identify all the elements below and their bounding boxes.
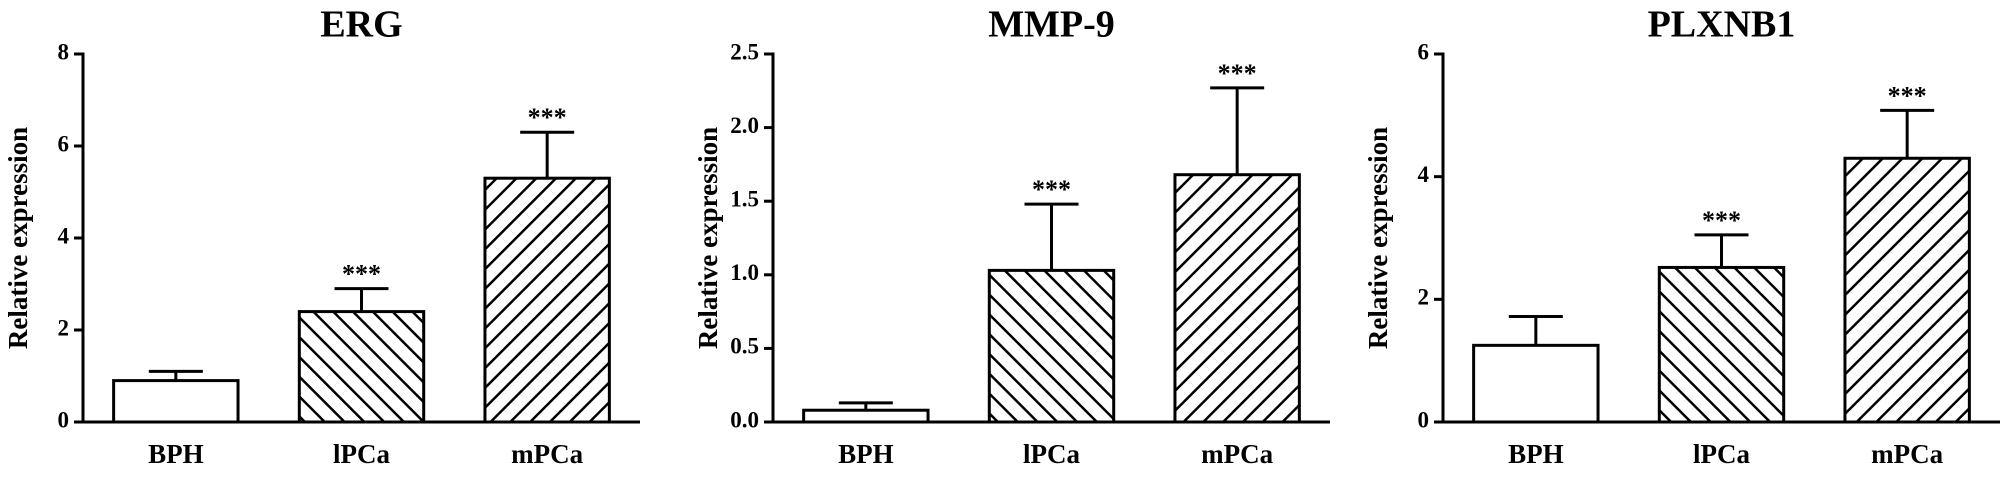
- bar: [1472, 343, 1600, 424]
- y-tick-label: 6: [58, 131, 70, 156]
- y-tick-label: 1.5: [730, 186, 759, 211]
- bar: [112, 379, 240, 424]
- chart-title: ERG: [320, 4, 402, 46]
- x-tick-label: mPCa: [511, 439, 583, 469]
- y-tick-label: 2.0: [730, 113, 759, 138]
- y-axis-label: Relative expression: [3, 127, 33, 349]
- chart-title: MMP-9: [988, 4, 1115, 46]
- y-tick-label: 6: [1418, 39, 1430, 64]
- bar: [802, 408, 930, 424]
- bar: [987, 268, 1116, 424]
- x-tick-label: lPCa: [333, 439, 390, 469]
- bar: [483, 176, 611, 424]
- bar: [1843, 156, 1971, 424]
- significance-label: ***: [1032, 175, 1071, 204]
- significance-label: ***: [1218, 59, 1257, 88]
- significance-label: ***: [1888, 81, 1927, 110]
- y-tick-label: 4: [58, 223, 70, 248]
- x-tick-label: lPCa: [1023, 439, 1080, 469]
- x-tick-label: BPH: [1508, 439, 1564, 469]
- x-tick-label: BPH: [148, 439, 204, 469]
- y-tick-label: 0.5: [730, 334, 759, 359]
- y-tick-label: 0: [58, 407, 70, 432]
- y-axis-label: Relative expression: [693, 127, 723, 349]
- bar: [1173, 173, 1301, 424]
- bar: [1657, 265, 1786, 424]
- x-tick-label: mPCa: [1201, 439, 1273, 469]
- y-tick-label: 2.5: [730, 39, 759, 64]
- significance-label: ***: [1702, 206, 1741, 235]
- y-tick-label: 1.0: [730, 260, 759, 285]
- x-tick-label: lPCa: [1693, 439, 1750, 469]
- x-tick-label: mPCa: [1871, 439, 1943, 469]
- significance-label: ***: [528, 103, 567, 132]
- bar: [297, 310, 426, 424]
- y-tick-label: 2: [58, 315, 70, 340]
- y-tick-label: 0.0: [730, 407, 759, 432]
- x-tick-label: BPH: [838, 439, 894, 469]
- y-tick-label: 0: [1418, 407, 1430, 432]
- significance-label: ***: [342, 260, 381, 289]
- y-tick-label: 4: [1418, 162, 1430, 187]
- chart-title: PLXNB1: [1648, 4, 1796, 46]
- y-tick-label: 8: [58, 39, 70, 64]
- y-tick-label: 2: [1418, 285, 1430, 310]
- y-axis-label: Relative expression: [1363, 127, 1393, 349]
